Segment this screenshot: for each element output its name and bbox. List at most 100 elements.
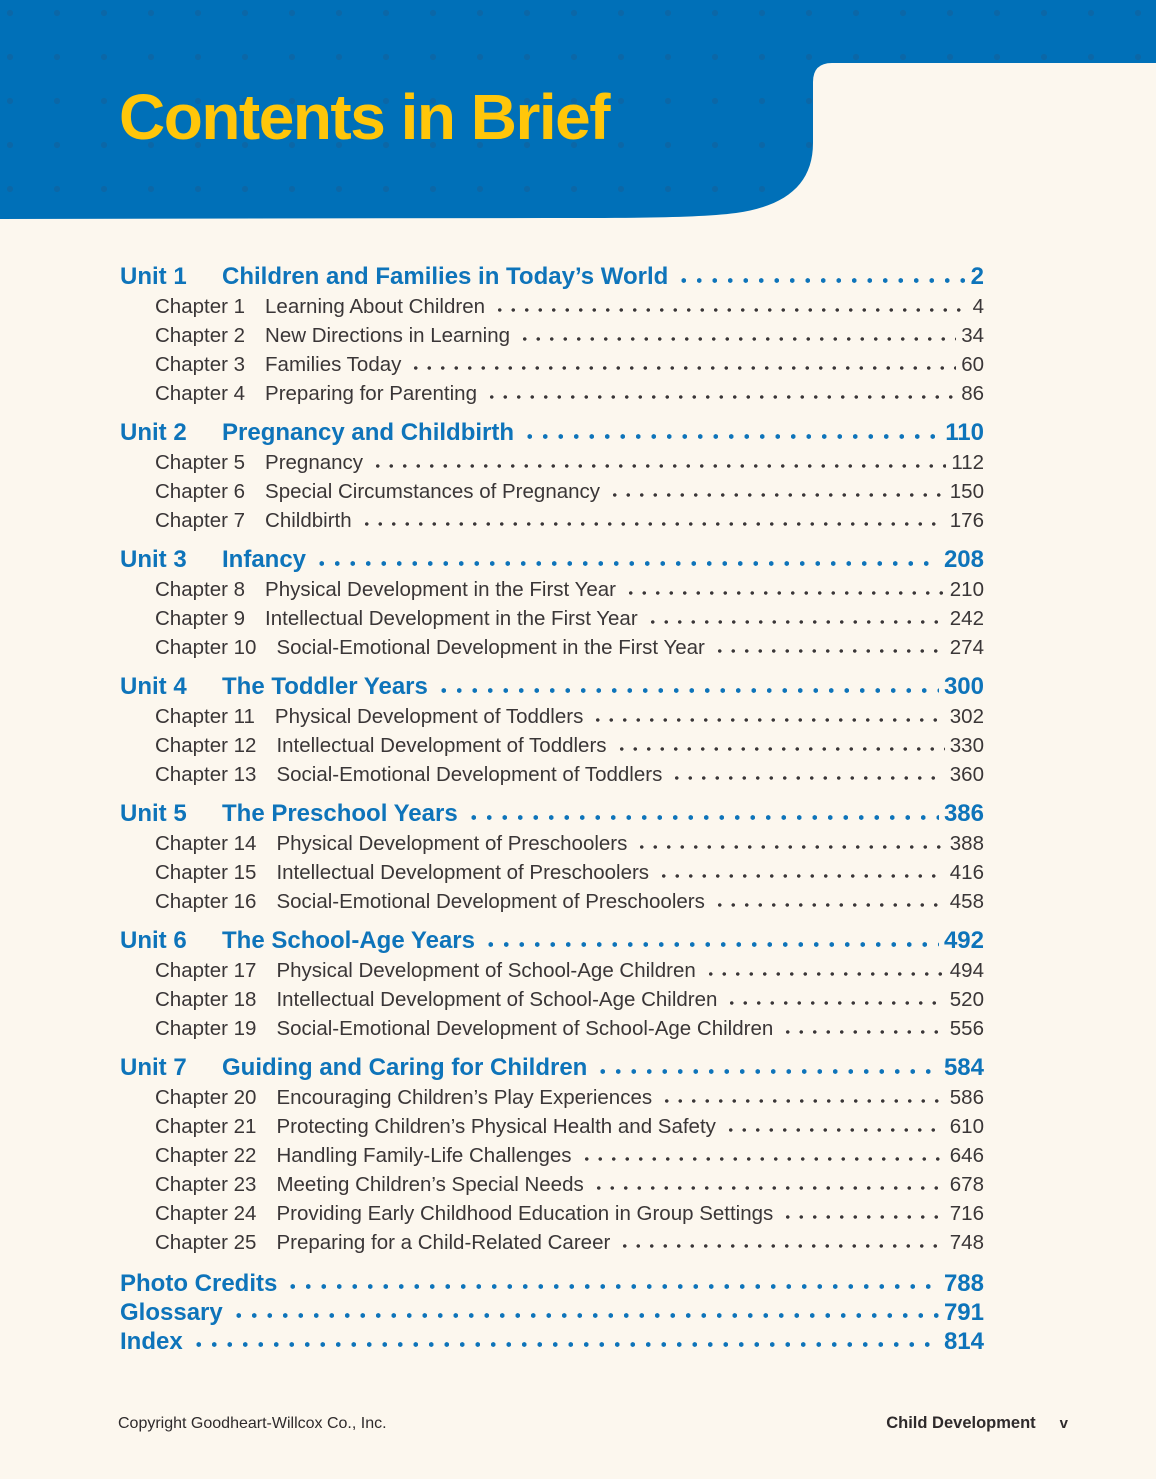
unit-block: Unit 2 Pregnancy and Childbirth 110 Chapter…: [120, 418, 984, 535]
chapter-page-number: 4: [972, 295, 984, 318]
dot-leader: [595, 1068, 939, 1079]
chapter-title: Physical Development of School-Age Child…: [276, 959, 696, 982]
chapter-row: Chapter 22 Handling Family-Life Challenge…: [120, 1141, 984, 1170]
unit-page-number: 2: [970, 263, 984, 290]
chapter-label: Chapter 24: [155, 1202, 257, 1225]
chapter-label: Chapter 17: [155, 959, 257, 982]
chapter-title: Physical Development of Preschoolers: [276, 832, 628, 855]
chapter-page-number: 494: [949, 959, 984, 982]
chapter-row: Chapter 24 Providing Early Childhood Educ…: [120, 1199, 984, 1228]
unit-title: Guiding and Caring for Children: [222, 1054, 588, 1081]
dot-leader: [435, 687, 939, 698]
dot-leader: [614, 746, 945, 756]
unit-label: Unit 1: [120, 263, 187, 290]
chapter-row: Chapter 15 Intellectual Development of Pr…: [120, 858, 984, 887]
unit-row: Unit 3 Infancy 208: [120, 545, 984, 575]
chapter-label: Chapter 10: [155, 636, 257, 659]
chapter-label: Chapter 19: [155, 1017, 257, 1040]
dot-leader: [645, 619, 945, 629]
unit-page-number: 300: [943, 673, 984, 700]
chapter-label: Chapter 16: [155, 890, 257, 913]
chapter-title: Learning About Children: [265, 295, 485, 318]
dot-leader: [371, 463, 947, 473]
unit-title: The Toddler Years: [222, 673, 428, 700]
chapter-label: Chapter 1: [155, 295, 246, 318]
unit-block: Unit 3 Infancy 208 Chapter 8 Physical Develo…: [120, 545, 984, 662]
chapter-page-number: 458: [949, 890, 984, 913]
unit-block: Unit 1 Children and Families in Today’s W…: [120, 262, 984, 408]
chapter-label: Chapter 21: [155, 1115, 257, 1138]
chapter-title: Handling Family-Life Challenges: [276, 1144, 572, 1167]
chapter-title: Families Today: [265, 353, 402, 376]
chapter-title: Physical Development of Toddlers: [274, 705, 584, 728]
chapter-page-number: 210: [949, 578, 984, 601]
chapter-title: Social-Emotional Development in the Firs…: [276, 636, 705, 659]
header-banner: Contents in Brief: [0, 0, 1156, 226]
chapter-title: New Directions in Learning: [265, 324, 511, 347]
unit-block: Unit 6 The School-Age Years 492 Chapter 17 P…: [120, 926, 984, 1043]
unit-label: Unit 3: [120, 546, 187, 573]
dot-leader: [657, 873, 945, 883]
dot-leader: [608, 492, 945, 502]
copyright-text: Copyright Goodheart-Willcox Co., Inc.: [118, 1415, 387, 1432]
dot-leader: [359, 521, 945, 531]
unit-label: Unit 4: [120, 673, 187, 700]
chapter-label: Chapter 9: [155, 607, 246, 630]
chapter-label: Chapter 8: [155, 578, 246, 601]
back-matter-row: Index 814: [120, 1327, 984, 1356]
chapter-title: Pregnancy: [265, 451, 364, 474]
chapter-row: Chapter 13 Social-Emotional Development o…: [120, 760, 984, 789]
chapter-row: Chapter 2 New Directions in Learning 34: [120, 321, 984, 350]
chapter-row: Chapter 12 Intellectual Development of To…: [120, 731, 984, 760]
dot-leader: [518, 336, 957, 346]
chapter-page-number: 86: [961, 382, 984, 405]
back-matter-row: Glossary 791: [120, 1298, 984, 1327]
back-matter-title: Glossary: [120, 1299, 223, 1326]
chapter-label: Chapter 3: [155, 353, 246, 376]
chapter-label: Chapter 6: [155, 480, 246, 503]
chapter-page-number: 242: [949, 607, 984, 630]
dot-leader: [635, 844, 945, 854]
unit-page-number: 492: [943, 927, 984, 954]
chapter-title: Social-Emotional Development of Toddlers: [276, 763, 663, 786]
unit-page-number: 584: [943, 1054, 984, 1081]
unit-label: Unit 5: [120, 800, 187, 827]
chapter-page-number: 274: [949, 636, 984, 659]
chapter-row: Chapter 9 Intellectual Development in the…: [120, 604, 984, 633]
chapter-page-number: 34: [961, 324, 984, 347]
chapter-page-number: 610: [949, 1115, 984, 1138]
chapter-label: Chapter 12: [155, 734, 257, 757]
chapter-title: Intellectual Development in the First Ye…: [265, 607, 638, 630]
chapter-row: Chapter 23 Meeting Children’s Special Nee…: [120, 1170, 984, 1199]
unit-title: Infancy: [222, 546, 307, 573]
chapter-row: Chapter 20 Encouraging Children’s Play Ex…: [120, 1083, 984, 1112]
chapter-title: Intellectual Development of Preschoolers: [276, 861, 650, 884]
chapter-page-number: 678: [949, 1173, 984, 1196]
page-footer: Copyright Goodheart-Willcox Co., Inc. Ch…: [118, 1414, 1068, 1433]
chapter-page-number: 388: [949, 832, 984, 855]
dot-leader: [579, 1156, 945, 1166]
chapter-title: Intellectual Development of Toddlers: [276, 734, 607, 757]
dot-leader: [712, 902, 945, 912]
back-matter-page-number: 791: [943, 1299, 984, 1326]
chapter-row: Chapter 16 Social-Emotional Development o…: [120, 887, 984, 916]
dot-leader: [660, 1098, 945, 1108]
chapter-label: Chapter 11: [155, 705, 255, 728]
unit-block: Unit 5 The Preschool Years 386 Chapter 14 Ph…: [120, 799, 984, 916]
dot-leader: [781, 1029, 945, 1039]
unit-page-number: 110: [945, 419, 984, 446]
dot-leader: [493, 307, 968, 317]
chapter-page-number: 150: [949, 480, 984, 503]
chapter-row: Chapter 10 Social-Emotional Development i…: [120, 633, 984, 662]
chapter-page-number: 112: [951, 451, 984, 474]
dot-leader: [409, 365, 957, 375]
dot-leader: [465, 814, 939, 825]
chapter-label: Chapter 14: [155, 832, 257, 855]
chapter-page-number: 556: [949, 1017, 984, 1040]
chapter-page-number: 716: [949, 1202, 984, 1225]
chapter-label: Chapter 23: [155, 1173, 257, 1196]
chapter-label: Chapter 13: [155, 763, 257, 786]
back-matter-row: Photo Credits 788: [120, 1269, 984, 1298]
dot-leader: [712, 648, 945, 658]
chapter-label: Chapter 5: [155, 451, 246, 474]
